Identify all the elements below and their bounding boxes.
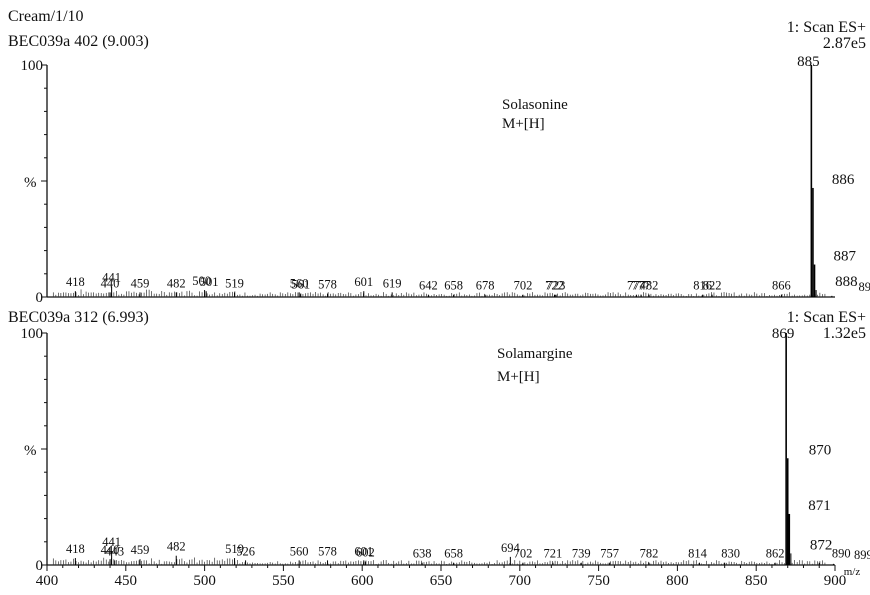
y-axis-min-label: 0 xyxy=(36,558,44,574)
peak-label-739: 739 xyxy=(572,547,591,561)
x-tick-label-700: 700 xyxy=(509,573,532,589)
peak-label-441: 441 xyxy=(102,271,121,285)
peak-label-869: 869 xyxy=(772,326,795,342)
peak-label-822: 822 xyxy=(703,279,722,293)
peak-label-871: 871 xyxy=(808,498,831,514)
peak-label-899: 899 xyxy=(854,548,870,562)
peak-label-782: 782 xyxy=(640,279,659,293)
spectrum-header-line: BEC039a 402 (9.003) xyxy=(8,33,149,50)
peak-label-814: 814 xyxy=(688,547,708,561)
compound-annotation: Solasonine xyxy=(502,97,568,113)
peak-label-642: 642 xyxy=(419,279,438,293)
peak-label-678: 678 xyxy=(476,279,495,293)
peak-label-702: 702 xyxy=(514,279,533,293)
spectra-panels: Cream/1/10 BEC039a 402 (9.003) 1: Scan ES+… xyxy=(8,8,870,589)
peak-label-866: 866 xyxy=(772,279,791,293)
y-axis-label: % xyxy=(24,175,37,191)
intensity-label: 1.32e5 xyxy=(823,325,866,342)
peak-label-501: 501 xyxy=(200,275,219,289)
peak-label-578: 578 xyxy=(318,544,337,558)
peak-label-722: 722 xyxy=(545,279,564,293)
peak-label-561: 561 xyxy=(291,278,310,292)
x-tick-label-750: 750 xyxy=(587,573,610,589)
peak-label-830: 830 xyxy=(721,547,740,561)
spectrum-panel-2: BEC039a 312 (6.993) 1: Scan ES+1.32e5 100 0… xyxy=(8,309,870,589)
peak-label-482: 482 xyxy=(167,540,186,554)
peak-label-702: 702 xyxy=(514,547,533,561)
y-axis-max-label: 100 xyxy=(21,58,44,74)
peak-label-890: 890 xyxy=(832,547,851,561)
peak-label-519: 519 xyxy=(225,276,244,290)
peak-label-519: 519 xyxy=(225,542,244,556)
spectrum-header-line: Cream/1/10 xyxy=(8,8,84,25)
peak-label-782: 782 xyxy=(640,547,659,561)
peak-label-774: 774 xyxy=(627,279,647,293)
intensity-label: 2.87e5 xyxy=(823,35,866,52)
x-tick-label-500: 500 xyxy=(193,573,216,589)
peak-label-619: 619 xyxy=(383,276,402,290)
peak-label-418: 418 xyxy=(66,275,85,289)
peak-label-870: 870 xyxy=(809,442,832,458)
y-axis-min-label: 0 xyxy=(36,290,44,306)
peak-label-440: 440 xyxy=(101,276,120,290)
peak-label-872: 872 xyxy=(810,537,833,553)
peak-label-862: 862 xyxy=(766,547,785,561)
x-tick-label-550: 550 xyxy=(272,573,295,589)
y-axis-max-label: 100 xyxy=(21,326,44,342)
peak-label-418: 418 xyxy=(66,542,85,556)
scan-mode-label: 1: Scan ES+ xyxy=(787,19,866,36)
peak-label-602: 602 xyxy=(356,546,375,560)
compound-annotation: Solamargine xyxy=(497,346,573,362)
peak-label-459: 459 xyxy=(131,543,150,557)
peak-label-658: 658 xyxy=(444,547,463,561)
x-tick-label-850: 850 xyxy=(745,573,768,589)
peak-label-440: 440 xyxy=(101,543,120,557)
peak-label-777: 777 xyxy=(632,279,651,293)
x-tick-label-900: 900 xyxy=(824,573,847,589)
peak-label-601: 601 xyxy=(354,544,373,558)
scan-mode-label: 1: Scan ES+ xyxy=(787,309,866,326)
peak-label-601: 601 xyxy=(354,275,373,289)
peak-label-658: 658 xyxy=(444,279,463,293)
peak-label-441: 441 xyxy=(102,535,121,549)
x-axis-label: m/z xyxy=(844,566,861,578)
peak-label-757: 757 xyxy=(600,547,619,561)
peak-label-888: 888 xyxy=(835,274,858,290)
peak-label-500: 500 xyxy=(192,274,211,288)
peak-label-459: 459 xyxy=(131,276,150,290)
peak-label-816: 816 xyxy=(693,279,712,293)
spectrum-header-line: BEC039a 312 (6.993) xyxy=(8,309,149,326)
peak-label-885: 885 xyxy=(797,54,820,70)
peak-label-560: 560 xyxy=(290,276,309,290)
spectrum-panel-1: Cream/1/10 BEC039a 402 (9.003) 1: Scan ES+… xyxy=(8,8,870,306)
peak-label-560: 560 xyxy=(290,544,309,558)
peak-label-721: 721 xyxy=(544,547,563,561)
peak-label-886: 886 xyxy=(832,172,855,188)
peak-label-482: 482 xyxy=(167,276,186,290)
peak-label-578: 578 xyxy=(318,278,337,292)
x-tick-label-650: 650 xyxy=(430,573,453,589)
peak-label-898: 898 xyxy=(858,280,870,294)
compound-annotation: M+[H] xyxy=(497,369,540,385)
y-axis-label: % xyxy=(24,443,37,459)
peak-label-443: 443 xyxy=(105,544,124,558)
peak-label-638: 638 xyxy=(413,547,432,561)
peak-label-887: 887 xyxy=(834,249,857,265)
x-tick-label-600: 600 xyxy=(351,573,374,589)
x-tick-label-450: 450 xyxy=(115,573,138,589)
peak-label-694: 694 xyxy=(501,541,521,555)
peak-label-723: 723 xyxy=(547,279,566,293)
x-tick-label-400: 400 xyxy=(36,573,59,589)
compound-annotation: M+[H] xyxy=(502,116,545,132)
peak-label-526: 526 xyxy=(236,544,255,558)
x-tick-label-800: 800 xyxy=(666,573,689,589)
